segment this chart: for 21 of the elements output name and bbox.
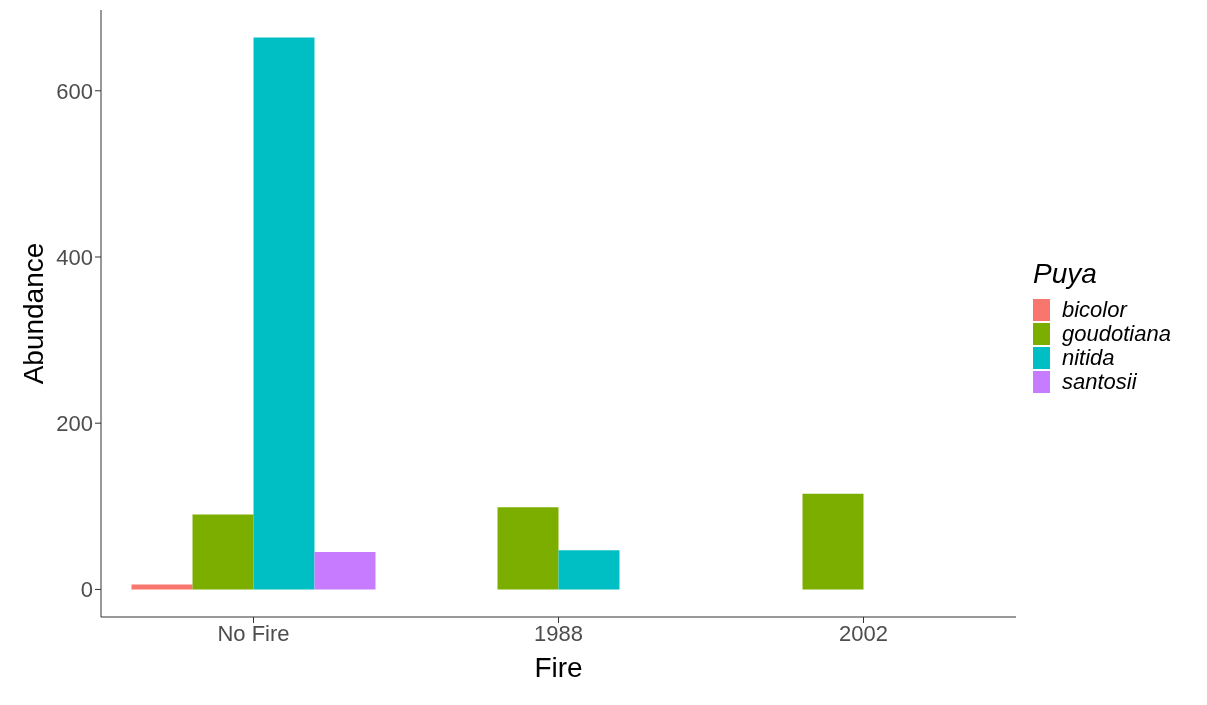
bar <box>558 550 620 590</box>
bar <box>314 552 376 590</box>
bar <box>192 514 254 590</box>
bar <box>131 584 193 590</box>
y-tick-label: 0 <box>80 577 93 603</box>
x-tick-label: No Fire <box>217 620 290 646</box>
y-tick-label: 200 <box>56 411 93 437</box>
legend-label: santosii <box>1062 369 1137 395</box>
bar <box>497 507 559 590</box>
bar <box>802 493 864 590</box>
x-tick-label: 2002 <box>839 620 888 646</box>
legend-label: goudotiana <box>1062 321 1171 347</box>
y-tick-label: 400 <box>56 244 93 270</box>
legend-label: bicolor <box>1062 297 1127 323</box>
y-axis-title: Abundance <box>17 242 49 385</box>
x-axis-title: Fire <box>534 652 583 683</box>
legend-label: nitida <box>1062 345 1115 371</box>
y-tick-label: 600 <box>56 78 93 104</box>
bar <box>253 37 315 590</box>
legend-title: Puya <box>1033 258 1098 290</box>
x-tick-label: 1988 <box>534 620 583 646</box>
